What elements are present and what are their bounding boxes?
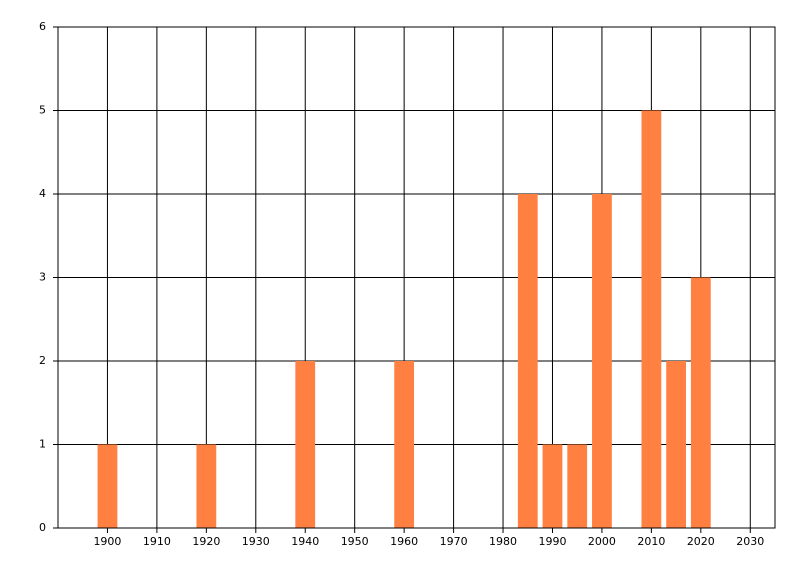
x-tick-label: 1900 — [93, 535, 121, 548]
y-tick-label: 4 — [39, 187, 46, 200]
bar — [542, 444, 563, 528]
y-tick-label: 5 — [39, 104, 46, 117]
y-tick-label: 2 — [39, 354, 46, 367]
x-tick-label: 1950 — [341, 535, 369, 548]
bar — [592, 194, 612, 528]
x-tick-label: 2030 — [736, 535, 764, 548]
bar — [394, 361, 415, 528]
x-tick-label: 1960 — [390, 535, 418, 548]
x-tick-label: 1990 — [538, 535, 566, 548]
y-tick-label: 1 — [39, 438, 46, 451]
bar — [690, 277, 711, 528]
bar — [517, 194, 538, 528]
x-tick-label: 1930 — [242, 535, 270, 548]
bar — [567, 444, 588, 528]
x-tick-label: 1910 — [143, 535, 171, 548]
bar — [666, 361, 686, 528]
x-tick-label: 2010 — [637, 535, 665, 548]
y-tick-label: 0 — [39, 521, 46, 534]
bar — [295, 361, 316, 528]
x-tick-label: 1980 — [489, 535, 517, 548]
x-tick-label: 1920 — [192, 535, 220, 548]
x-tick-label: 2000 — [588, 535, 616, 548]
bar — [641, 110, 662, 528]
y-tick-label: 3 — [39, 271, 46, 284]
y-tick-label: 6 — [39, 20, 46, 33]
x-tick-label: 1970 — [440, 535, 468, 548]
bar — [97, 444, 118, 528]
x-tick-label: 2020 — [687, 535, 715, 548]
x-tick-label: 1940 — [291, 535, 319, 548]
bar — [196, 444, 217, 528]
